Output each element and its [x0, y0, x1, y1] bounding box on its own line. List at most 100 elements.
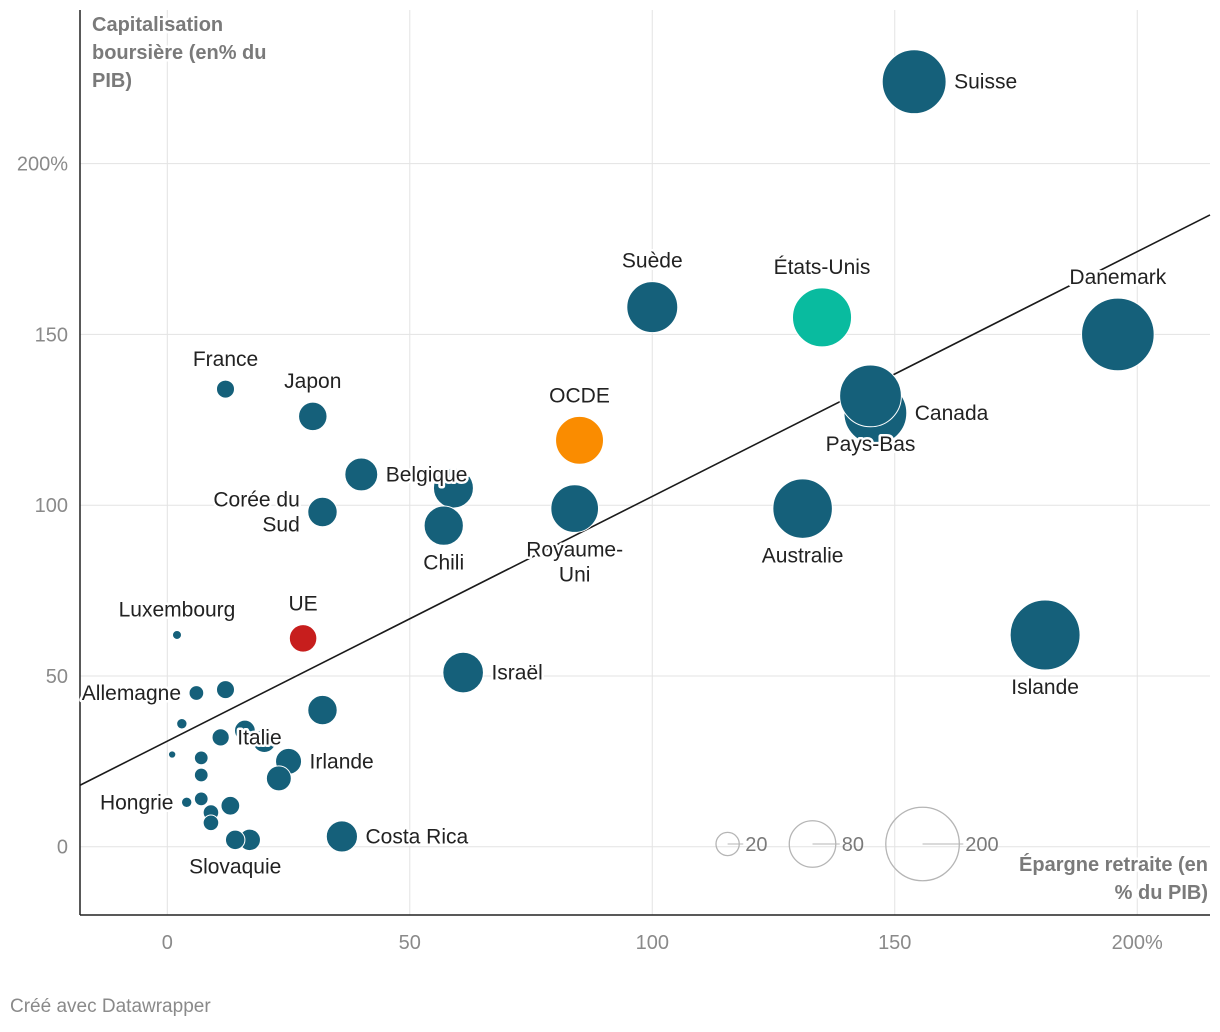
labels-layer: Suisse Danemark Islande États-Unis Pays-Bas C… [79, 68, 1169, 881]
point-label-line: Costa Rica [365, 825, 468, 848]
bubble-luxembourg [171, 629, 182, 640]
y-axis-title: Capitalisation boursière (en% du PIB) [92, 14, 266, 92]
axes: 0 50 100 150 200% 0 50 100 150 200% [17, 10, 1210, 954]
gridlines [80, 10, 1210, 915]
point-label-line: OCDE [549, 384, 610, 407]
x-tick-label: 200% [1112, 932, 1163, 954]
y-tick-label: 100 [35, 495, 68, 517]
bubble-pays-bas [839, 364, 902, 428]
point-label-irlande: Irlande [310, 750, 374, 773]
point-label-costa-rica: Costa Rica [365, 825, 468, 848]
point-label-danemark: Danemark [1069, 266, 1166, 289]
footer-credit: Créé avec Datawrapper [10, 996, 211, 1017]
bubble-unlabeled [167, 750, 177, 759]
point-label-line: Islande [1011, 676, 1079, 699]
point-label-line: Irlande [310, 750, 374, 773]
point-label-line: France [193, 348, 258, 371]
point-label-ue: UE [288, 593, 317, 616]
point-label-belgique: Belgique [386, 463, 468, 486]
bubble-suisse [881, 49, 947, 115]
point-label-états-unis: États-Unis [774, 256, 871, 279]
x-tick-label: 150 [878, 932, 911, 954]
bubble-australie [772, 478, 833, 539]
y-axis-title-line: PIB) [92, 70, 132, 92]
y-axis-title-line: Capitalisation [92, 14, 223, 36]
point-label-line: Slovaquie [189, 856, 281, 879]
bubble-unlabeled [202, 814, 220, 832]
point-label-line: Danemark [1069, 266, 1166, 289]
point-label-line: Uni [559, 563, 591, 586]
x-axis-title-line: Épargne retraite (en [1019, 853, 1208, 876]
bubble-suède [626, 281, 679, 334]
bubble-allemagne [188, 685, 205, 701]
size-legend-label: 200 [965, 834, 998, 856]
point-label-line: Allemagne [82, 682, 181, 705]
bubble-hongrie [180, 796, 193, 809]
bubble-unlabeled [252, 728, 277, 753]
bubble-royaume-uni [550, 484, 600, 533]
point-label-pays-bas: Pays-Bas [826, 433, 916, 456]
point-label-line: Corée du [213, 489, 299, 512]
bubble-japon [298, 401, 328, 432]
point-label-corée-du-sud: Corée du Sud [213, 489, 299, 537]
point-label-line: Royaume- [526, 538, 623, 561]
x-tick-label: 0 [162, 932, 173, 954]
point-label-line: Pays-Bas [826, 433, 916, 456]
bubble-costa-rica [325, 820, 358, 853]
axis-titles: Capitalisation boursière (en% du PIB) Éparg… [90, 12, 1211, 907]
point-label-canada: Canada [915, 402, 989, 425]
size-legend: 20 80 200 [715, 806, 999, 882]
bubble-islande [1009, 599, 1081, 671]
point-label-islande: Islande [1011, 676, 1079, 699]
bubble-italie [211, 728, 230, 747]
point-label-line: Belgique [386, 463, 468, 486]
point-label-hongrie: Hongrie [100, 791, 174, 814]
bubble-états-unis [791, 287, 853, 348]
point-label-france: France [193, 348, 258, 371]
point-label-line: États-Unis [774, 256, 871, 279]
bubble-belgique [344, 457, 379, 492]
x-tick-label: 50 [399, 932, 421, 954]
point-label-line: Chili [423, 551, 464, 574]
bubble-unlabeled [193, 767, 209, 783]
bubble-unlabeled [265, 765, 292, 792]
size-legend-label: 20 [745, 834, 767, 856]
y-tick-label: 50 [46, 666, 68, 688]
y-axis-title-line: boursière (en% du [92, 42, 266, 64]
point-label-israël: Israël [491, 662, 542, 685]
x-axis-title-line: % du PIB) [1115, 882, 1208, 904]
bubble-corée-du-sud [307, 496, 338, 528]
point-label-line: Suisse [954, 71, 1017, 94]
point-label-royaume-uni: Royaume-Uni [526, 538, 623, 586]
bubble-unlabeled [307, 694, 338, 726]
point-label-line: Luxembourg [119, 598, 236, 621]
point-label-allemagne: Allemagne [82, 682, 181, 705]
point-label-line: Israël [491, 662, 542, 685]
point-label-australie: Australie [762, 544, 844, 567]
point-label-line: Hongrie [100, 791, 174, 814]
point-label-line: Japon [284, 370, 341, 393]
bubble-unlabeled [233, 719, 256, 742]
point-label-japon: Japon [284, 370, 341, 393]
point-label-line: Suède [622, 250, 683, 273]
bubble-france [215, 379, 236, 399]
point-label-ocde: OCDE [549, 384, 610, 407]
point-label-slovaquie: Slovaquie [189, 856, 281, 879]
bubble-unlabeled [193, 791, 209, 807]
trendline [79, 214, 1211, 786]
bubble-danemark [1081, 297, 1155, 372]
point-label-line: Australie [762, 544, 844, 567]
bubble-unlabeled [176, 718, 188, 730]
y-tick-label: 200% [17, 154, 68, 176]
point-label-suisse: Suisse [954, 71, 1017, 94]
trendline-layer [79, 214, 1211, 786]
x-tick-label: 100 [636, 932, 669, 954]
bubble-chili [423, 505, 464, 546]
point-label-line: Italie [237, 726, 281, 749]
bubble-israël [442, 651, 484, 694]
y-tick-label: 0 [57, 837, 68, 859]
point-label-line: UE [288, 593, 317, 616]
bubble-unlabeled [220, 795, 241, 816]
point-label-suède: Suède [622, 250, 683, 273]
